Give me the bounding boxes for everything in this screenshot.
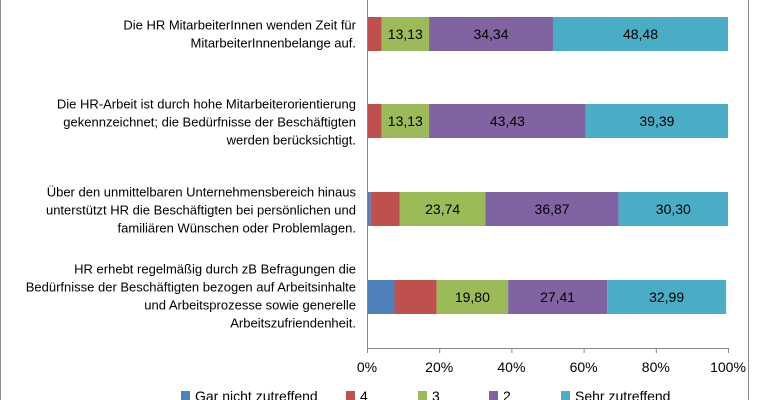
- data-label: 48,48: [623, 26, 658, 42]
- bar-stacks: 13,13 34,34 48,48 13,13 43,43 39,39 23,74 36,87…: [367, 17, 728, 314]
- category-labels: Die HR MitarbeiterInnen wenden Zeit für M…: [26, 18, 357, 331]
- legend-label: 2: [503, 388, 511, 400]
- bar-segment: [552, 17, 728, 51]
- data-label: 32,99: [649, 289, 684, 305]
- category-label: werden berücksichtigt.: [226, 133, 356, 148]
- legend-label: Gar nicht zutreffend: [195, 388, 318, 400]
- legend-label: 4: [360, 388, 368, 400]
- bar-segment: [607, 280, 727, 314]
- data-label: 36,87: [535, 201, 570, 217]
- category-label: HR erhebt regelmäßig durch zB Befragunge…: [74, 262, 356, 277]
- bar-segment: [367, 280, 395, 314]
- bar-segment: [485, 192, 619, 226]
- category-label: Arbeitszufriendenheit.: [230, 316, 356, 331]
- legend-swatch: [418, 391, 427, 400]
- legend-swatch: [489, 391, 498, 400]
- bar-segment: [367, 192, 371, 226]
- legend-label: Sehr zutreffend: [575, 388, 670, 400]
- data-label: 34,34: [473, 26, 508, 42]
- legend: Gar nicht zutreffend 4 3 2 Sehr zutreffend: [181, 388, 670, 400]
- category-label: und Arbeitsprozesse sowie generelle: [144, 298, 356, 313]
- category-label: unterstützt HR die Beschäftigten bei per…: [46, 203, 356, 218]
- data-label: 19,80: [455, 289, 490, 305]
- category-label: gekennzeichnet; die Bedürfnisse der Besc…: [63, 115, 356, 130]
- bar-segment: [381, 17, 430, 51]
- bar-segment: [618, 192, 728, 226]
- x-tick-label: 80%: [642, 359, 670, 375]
- data-label: 13,13: [388, 26, 423, 42]
- category-label: Bedürfnisse der Beschäftigten bezogen au…: [26, 280, 356, 295]
- bar-segment: [381, 104, 430, 138]
- bar-segment: [394, 280, 437, 314]
- bar-segment: [370, 192, 400, 226]
- x-tick-label: 100%: [710, 359, 746, 375]
- x-tick-label: 40%: [497, 359, 525, 375]
- bar-segment: [367, 104, 382, 138]
- data-label: 23,74: [425, 201, 460, 217]
- bar-segment: [585, 104, 728, 138]
- category-label: MitarbeiterInnenbelange auf.: [190, 36, 356, 51]
- bar-segment: [508, 280, 608, 314]
- category-label: Über den unmittelbaren Unternehmensberei…: [47, 185, 357, 200]
- legend-swatch: [561, 391, 570, 400]
- data-label: 13,13: [388, 113, 423, 129]
- legend-label: 3: [432, 388, 440, 400]
- bar-segment: [436, 280, 509, 314]
- legend-swatch: [181, 391, 190, 400]
- x-tick-label: 0%: [357, 359, 377, 375]
- category-label: familiären Wünschen oder Problemlagen.: [118, 221, 356, 236]
- x-tick-label: 60%: [570, 359, 598, 375]
- bar-segment: [429, 104, 586, 138]
- data-label: 43,43: [490, 113, 525, 129]
- legend-swatch: [346, 391, 355, 400]
- x-axis: 0% 20% 40% 60% 80% 100%: [357, 0, 746, 375]
- category-label: Die HR MitarbeiterInnen wenden Zeit für: [123, 18, 356, 33]
- bar-segment: [399, 192, 486, 226]
- bar-segment: [367, 17, 382, 51]
- bar-segment: [429, 17, 553, 51]
- data-label: 39,39: [639, 113, 674, 129]
- data-label: 30,30: [656, 201, 691, 217]
- category-label: Die HR-Arbeit ist durch hohe Mitarbeiter…: [57, 97, 356, 112]
- x-tick-label: 20%: [425, 359, 453, 375]
- data-label: 27,41: [540, 289, 575, 305]
